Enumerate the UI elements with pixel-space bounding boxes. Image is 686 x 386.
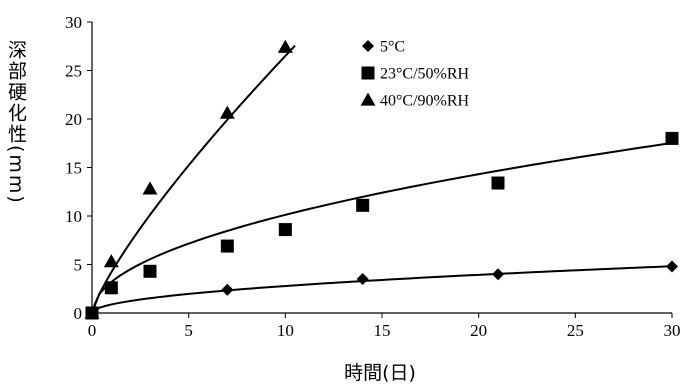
data-point-triangle bbox=[277, 39, 293, 53]
data-point-triangle bbox=[142, 181, 158, 195]
data-point-square bbox=[220, 239, 234, 253]
y-tick-label: 0 bbox=[74, 304, 83, 323]
x-tick-label: 30 bbox=[664, 321, 681, 340]
axis-ticks: 0 5 10 15 20 25 30 0 5 10 15 20 25 30 bbox=[65, 13, 681, 340]
legend: 5°C 23°C/50%RH 40°C/90%RH bbox=[360, 39, 470, 110]
trend-curve bbox=[91, 45, 296, 314]
data-point-square bbox=[356, 198, 370, 212]
legend-marker-triangle bbox=[360, 92, 376, 106]
axes bbox=[87, 21, 673, 318]
y-tick-label: 15 bbox=[65, 159, 82, 178]
data-point-square bbox=[665, 131, 679, 145]
trend-curve bbox=[91, 265, 673, 314]
y-tick-label: 10 bbox=[65, 207, 82, 226]
data-points bbox=[84, 39, 679, 320]
data-point-diamond bbox=[666, 260, 678, 273]
x-tick-label: 20 bbox=[470, 321, 487, 340]
x-tick-label: 25 bbox=[567, 321, 584, 340]
legend-label: 23°C/50%RH bbox=[380, 66, 470, 83]
data-point-diamond bbox=[492, 268, 504, 281]
legend-marker-square bbox=[361, 66, 375, 80]
legend-label: 40°C/90%RH bbox=[380, 93, 470, 110]
y-tick-label: 30 bbox=[65, 13, 82, 32]
data-point-square bbox=[491, 176, 505, 190]
legend-marker-diamond bbox=[362, 40, 374, 52]
data-point-square bbox=[104, 281, 118, 295]
trend-curve bbox=[91, 142, 673, 314]
y-tick-label: 5 bbox=[74, 256, 83, 275]
trend-curves bbox=[91, 45, 673, 314]
data-point-square bbox=[278, 223, 292, 237]
x-tick-label: 5 bbox=[184, 321, 193, 340]
data-point-square bbox=[143, 264, 157, 278]
y-axis-label: 深部硬化性(mm) bbox=[5, 40, 27, 205]
x-axis-label: 時間(日) bbox=[344, 362, 416, 384]
data-point-diamond bbox=[221, 283, 234, 296]
x-tick-label: 0 bbox=[88, 321, 97, 340]
x-tick-label: 10 bbox=[277, 321, 294, 340]
y-tick-label: 25 bbox=[65, 62, 82, 81]
data-point-triangle bbox=[219, 105, 235, 119]
data-point-triangle bbox=[103, 254, 119, 268]
data-point-triangle bbox=[84, 305, 100, 319]
data-point-diamond bbox=[356, 273, 369, 286]
y-tick-label: 20 bbox=[65, 110, 82, 129]
legend-label: 5°C bbox=[380, 39, 405, 56]
x-tick-label: 15 bbox=[374, 321, 391, 340]
